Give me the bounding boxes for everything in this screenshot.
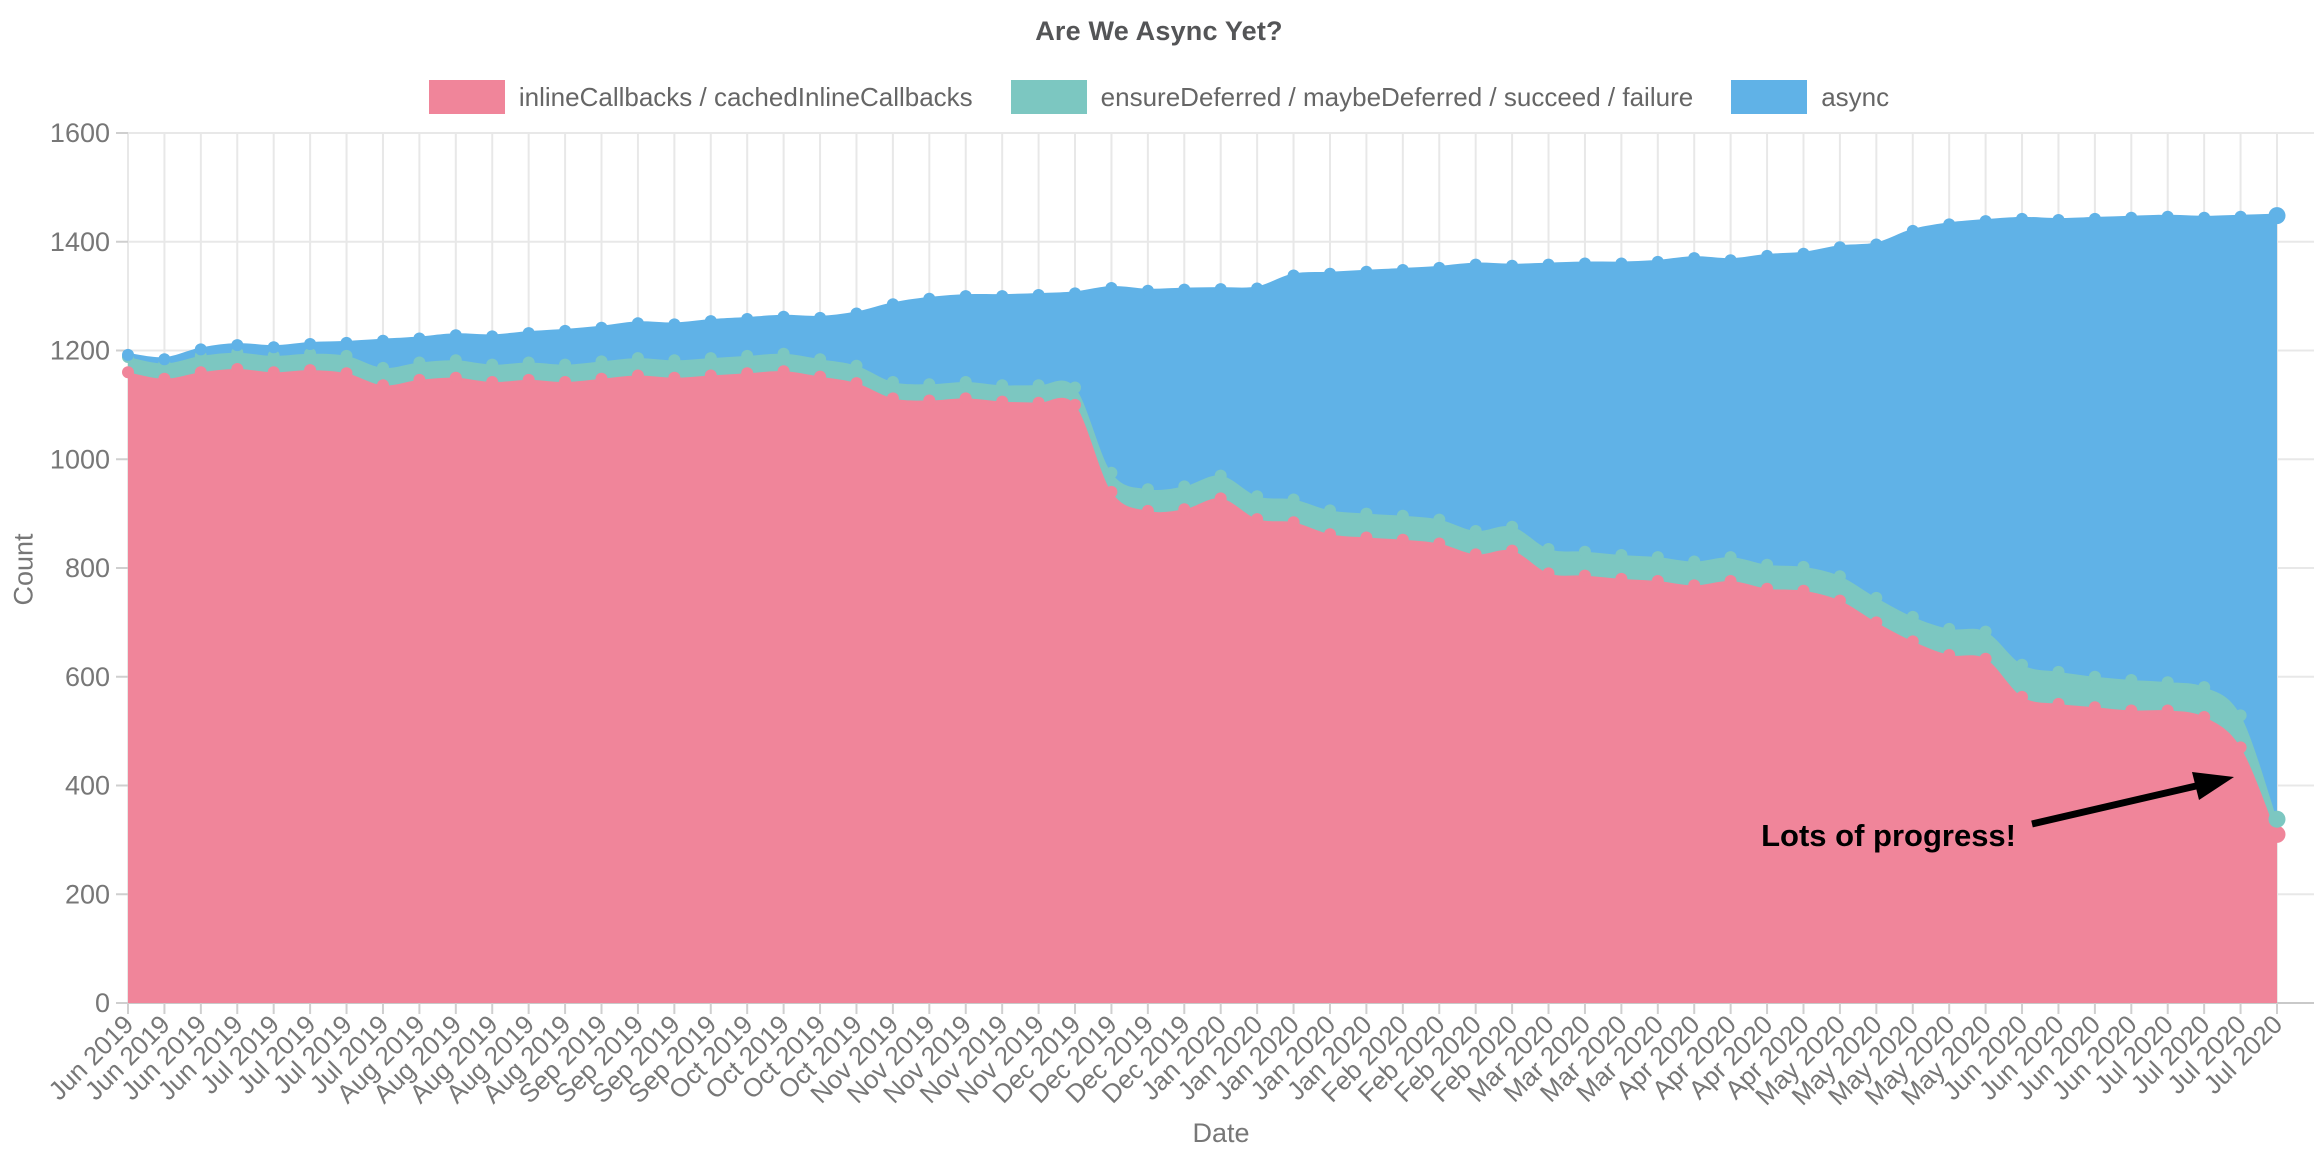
- x-axis-title: Date: [1192, 1118, 1250, 1148]
- legend-swatch-async: [1731, 80, 1808, 114]
- legend-label-async: async: [1821, 81, 1890, 112]
- area-async: [128, 215, 2277, 820]
- svg-text:600: 600: [65, 662, 110, 692]
- area-inlinecallbacks: [128, 369, 2277, 1003]
- area-ensuredeferred: [128, 352, 2277, 835]
- legend-swatch-inlinecallbacks: [428, 80, 505, 114]
- chart-title: Are We Async Yet?: [1035, 16, 1283, 46]
- annotation-lots-of-progress: Lots of progress!: [1761, 818, 2016, 853]
- legend-item-inlinecallbacks[interactable]: inlineCallbacks / cachedInlineCallbacks: [428, 80, 973, 114]
- legend-label-inlinecallbacks: inlineCallbacks / cachedInlineCallbacks: [518, 81, 973, 112]
- legend: inlineCallbacks / cachedInlineCallbacks …: [0, 80, 2318, 114]
- svg-text:1200: 1200: [50, 336, 110, 366]
- svg-text:800: 800: [65, 553, 110, 583]
- legend-label-ensuredeferred: ensureDeferred / maybeDeferred / succeed…: [1100, 81, 1694, 112]
- svg-text:200: 200: [65, 879, 110, 909]
- y-tick-labels: 0 200 400 600 800 1000 1200 1400 1600: [50, 118, 110, 1018]
- legend-swatch-ensuredeferred: [1010, 80, 1087, 114]
- svg-text:1400: 1400: [50, 227, 110, 257]
- svg-text:1600: 1600: [50, 118, 110, 148]
- legend-item-async[interactable]: async: [1731, 80, 1889, 114]
- svg-text:400: 400: [65, 771, 110, 801]
- y-axis-title: Count: [8, 533, 39, 606]
- svg-text:1000: 1000: [50, 444, 110, 474]
- svg-text:0: 0: [95, 988, 110, 1018]
- annotation-arrow: [2031, 772, 2234, 828]
- legend-item-ensuredeferred[interactable]: ensureDeferred / maybeDeferred / succeed…: [1010, 80, 1694, 114]
- axis-ticks: [116, 132, 2278, 1014]
- point-markers: [122, 207, 2286, 843]
